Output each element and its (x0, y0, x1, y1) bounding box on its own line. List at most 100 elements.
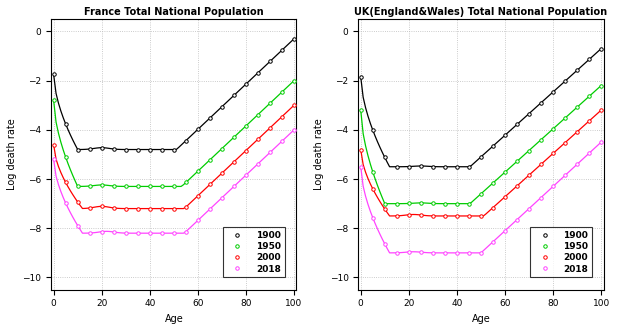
2018 (50, 157, 57, 161)
2018 (146, 231, 154, 235)
1950 (405, 202, 413, 206)
2000 (381, 207, 389, 211)
Line: 1900: 1900 (359, 47, 603, 168)
1900 (357, 75, 365, 79)
1900 (453, 165, 461, 169)
2018 (267, 151, 274, 155)
2000 (206, 182, 213, 186)
2000 (525, 173, 532, 177)
2018 (525, 207, 532, 211)
1950 (146, 184, 154, 188)
1950 (393, 202, 400, 206)
2018 (537, 196, 545, 200)
2000 (537, 162, 545, 166)
X-axis label: Age: Age (165, 314, 183, 324)
2000 (291, 103, 298, 107)
2000 (369, 187, 376, 191)
1900 (405, 165, 413, 168)
2000 (501, 195, 508, 199)
2000 (146, 207, 154, 211)
2000 (267, 126, 274, 130)
2018 (597, 140, 605, 144)
1900 (134, 148, 141, 152)
Legend: 1900, 1950, 2000, 2018: 1900, 1950, 2000, 2018 (223, 227, 284, 277)
2018 (170, 231, 178, 235)
2000 (561, 141, 569, 145)
2000 (417, 213, 424, 217)
1900 (501, 133, 508, 137)
1950 (501, 170, 508, 174)
1900 (417, 164, 424, 168)
1900 (230, 93, 238, 97)
1900 (74, 148, 81, 152)
1950 (170, 184, 178, 188)
1900 (477, 155, 484, 159)
2000 (465, 214, 473, 218)
2018 (501, 229, 508, 233)
2000 (489, 206, 497, 210)
2000 (62, 180, 69, 184)
1900 (489, 144, 497, 148)
Line: 1950: 1950 (359, 84, 603, 206)
2018 (453, 251, 461, 255)
2018 (489, 240, 497, 244)
1950 (417, 201, 424, 205)
1950 (489, 181, 497, 185)
2000 (453, 214, 461, 218)
2018 (441, 251, 449, 255)
2018 (477, 251, 484, 255)
1950 (98, 183, 106, 187)
2018 (291, 128, 298, 132)
1900 (218, 105, 226, 109)
2000 (194, 194, 202, 198)
1950 (429, 202, 437, 206)
1950 (218, 147, 226, 151)
1900 (194, 127, 202, 131)
1950 (110, 184, 117, 188)
Y-axis label: Log death rate: Log death rate (314, 118, 324, 190)
2018 (110, 230, 117, 234)
2018 (98, 230, 106, 234)
1950 (254, 113, 262, 117)
2018 (586, 151, 593, 155)
X-axis label: Age: Age (471, 314, 491, 324)
1900 (291, 37, 298, 41)
2000 (278, 115, 286, 118)
1950 (50, 98, 57, 102)
2018 (357, 165, 365, 169)
2018 (206, 207, 213, 211)
1950 (194, 169, 202, 173)
1950 (134, 184, 141, 188)
Title: France Total National Population: France Total National Population (84, 7, 263, 17)
1950 (597, 83, 605, 87)
1950 (477, 192, 484, 196)
2018 (134, 231, 141, 235)
2000 (86, 206, 93, 210)
1950 (357, 108, 365, 112)
2000 (134, 207, 141, 211)
1950 (561, 116, 569, 120)
1950 (182, 180, 189, 184)
Line: 2000: 2000 (359, 109, 603, 218)
2018 (74, 223, 81, 227)
1900 (158, 148, 165, 152)
1900 (267, 60, 274, 64)
2000 (242, 149, 250, 153)
2000 (230, 160, 238, 164)
1900 (369, 128, 376, 132)
2018 (393, 251, 400, 255)
1950 (158, 184, 165, 188)
2000 (405, 213, 413, 217)
1900 (86, 147, 93, 151)
1950 (230, 135, 238, 139)
1950 (278, 90, 286, 94)
2018 (218, 196, 226, 200)
2018 (242, 173, 250, 177)
2018 (549, 184, 557, 188)
1950 (242, 124, 250, 128)
1900 (206, 116, 213, 120)
1950 (369, 170, 376, 174)
2000 (573, 130, 581, 134)
1900 (441, 165, 449, 169)
2018 (182, 230, 189, 234)
